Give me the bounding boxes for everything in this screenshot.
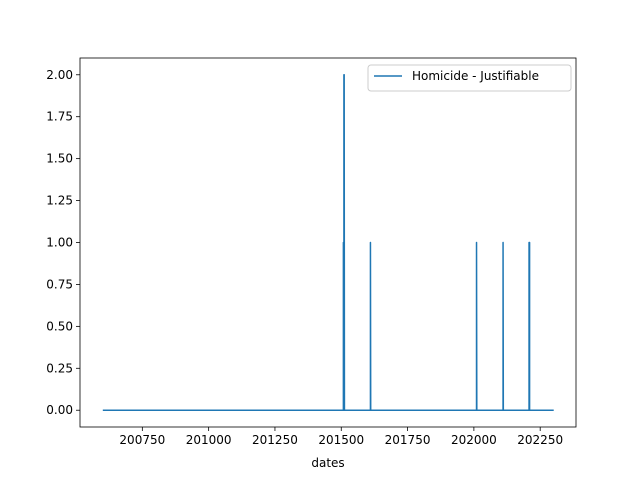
plot-frame xyxy=(79,57,577,428)
x-axis-ticks: 200750 201000 201250 201500 201750 202000 2022… xyxy=(119,427,563,447)
legend-label: Homicide - Justifiable xyxy=(412,69,539,83)
x-tick-label: 201000 xyxy=(186,433,232,447)
x-tick-label: 200750 xyxy=(119,433,165,447)
y-tick-label: 0.50 xyxy=(46,319,73,333)
x-axis-label: dates xyxy=(311,456,344,470)
x-tick-label: 202250 xyxy=(517,433,563,447)
x-tick-label: 201500 xyxy=(318,433,364,447)
y-tick-label: 1.25 xyxy=(46,194,73,208)
legend: Homicide - Justifiable xyxy=(367,64,572,92)
y-tick-label: 0.00 xyxy=(46,403,73,417)
y-tick-label: 0.25 xyxy=(46,361,73,375)
x-tick-label: 202000 xyxy=(451,433,497,447)
x-tick-label: 201750 xyxy=(385,433,431,447)
y-axis-ticks: 0.00 0.25 0.50 0.75 1.00 1.25 1.50 1.75 2.00 xyxy=(46,68,80,417)
y-tick-label: 1.00 xyxy=(46,236,73,250)
legend-box xyxy=(367,64,572,92)
series-layer xyxy=(102,74,554,411)
y-tick-label: 0.75 xyxy=(46,277,73,291)
series-line-0 xyxy=(102,74,554,411)
x-tick-label: 201250 xyxy=(252,433,298,447)
y-tick-label: 2.00 xyxy=(46,68,73,82)
y-tick-label: 1.75 xyxy=(46,110,73,124)
y-tick-label: 1.50 xyxy=(46,152,73,166)
plot-area xyxy=(80,58,576,427)
